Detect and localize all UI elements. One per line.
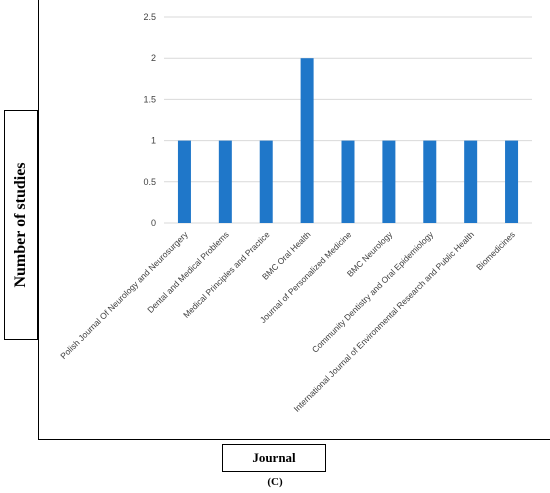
bar (177, 140, 191, 223)
x-category-label: Medical Principles and Practice (181, 229, 272, 320)
bars (177, 58, 519, 224)
x-axis-title-box: Journal (222, 444, 326, 472)
y-axis-title-box (4, 110, 38, 340)
bar (259, 140, 273, 223)
figure-frame (38, 0, 550, 440)
bar (300, 58, 314, 224)
x-axis-title: Journal (252, 450, 296, 465)
y-tick-label: 0 (151, 218, 156, 228)
bar (423, 140, 437, 223)
bar (218, 140, 232, 223)
y-axis-title: Number of studies (12, 162, 29, 288)
y-tick-labels: 0 0.5 1 1.5 2 2.5 (143, 12, 156, 228)
x-category-label: Dental and Medical Problems (145, 229, 231, 315)
x-category-label: Journal of Personalized Medicine (258, 229, 354, 325)
y-tick-label: 2 (151, 53, 156, 63)
y-tick-label: 0.5 (143, 177, 156, 187)
bar (464, 140, 478, 223)
x-category-labels: Polish Journal Of Neurology and Neurosur… (58, 229, 517, 414)
y-tick-label: 1 (151, 136, 156, 146)
bar (341, 140, 355, 223)
x-category-label: Biomedicines (474, 229, 517, 272)
panel-label: (C) (267, 476, 283, 488)
bar (382, 140, 396, 223)
y-tick-label: 1.5 (143, 94, 156, 104)
bar (505, 140, 519, 223)
y-tick-label: 2.5 (143, 12, 156, 22)
